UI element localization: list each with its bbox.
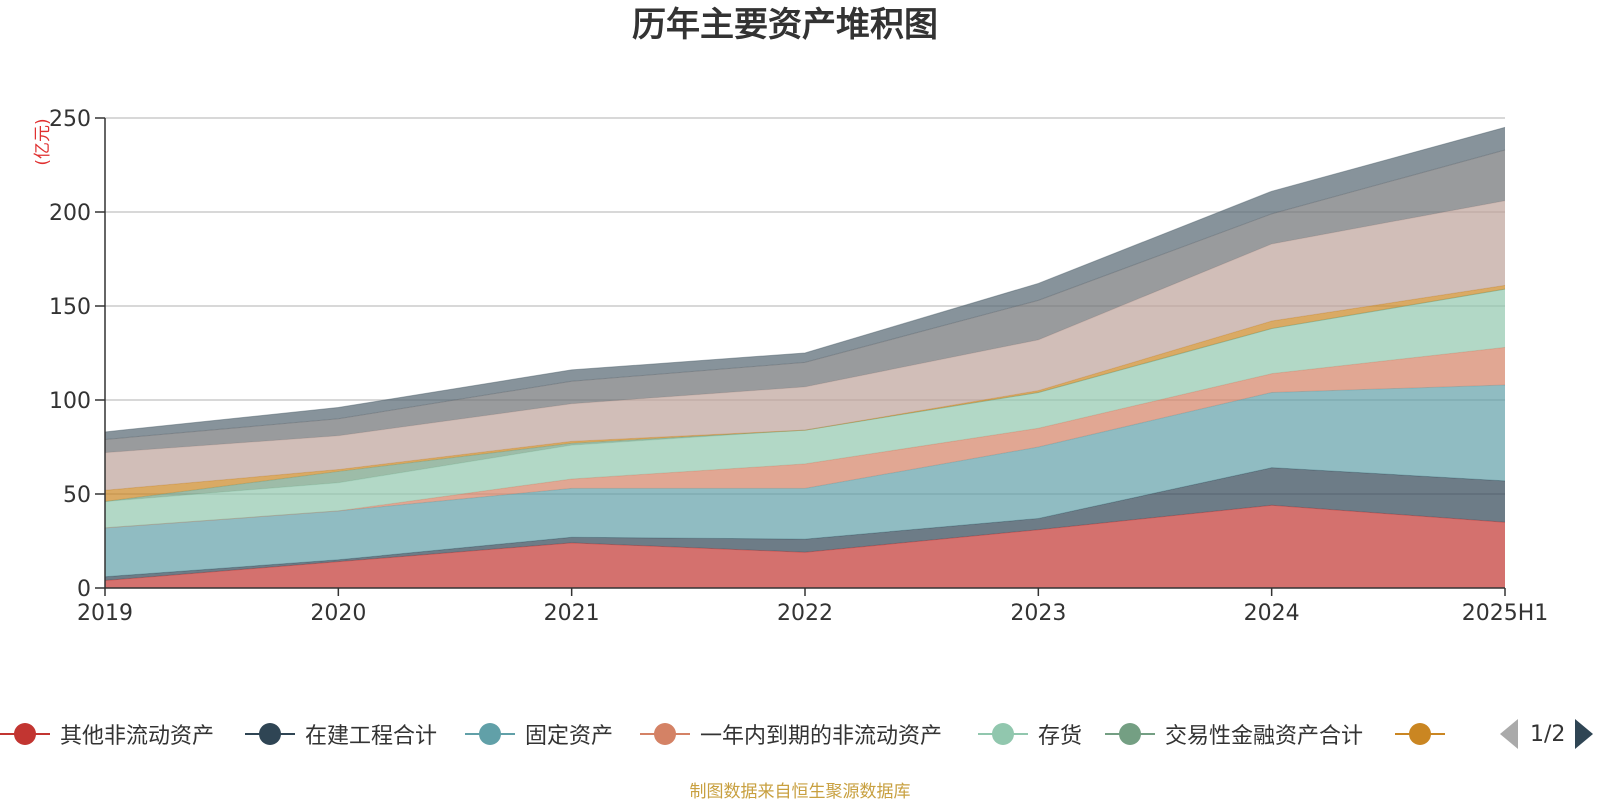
legend-item[interactable]: 其他非流动资产 <box>0 718 214 750</box>
legend-item[interactable]: 固定资产 <box>465 718 613 750</box>
x-tick-label: 2025H1 <box>1462 601 1549 626</box>
area-series-2 <box>105 467 1505 581</box>
legend-label: 其他非流动资产 <box>60 724 215 749</box>
y-tick-label: 250 <box>49 107 91 132</box>
legend-pager: 1/2 <box>1500 718 1594 750</box>
legend-label: 交易性金融资产合计 <box>1165 724 1364 749</box>
x-tick-label: 2022 <box>777 601 833 626</box>
legend-label: 一年内到期的非流动资产 <box>700 724 943 749</box>
y-tick-label: 0 <box>77 577 91 602</box>
legend-marker-icon <box>1395 718 1445 750</box>
x-tick-label: 2019 <box>77 601 133 626</box>
x-tick-label: 2021 <box>544 601 600 626</box>
legend-marker-icon <box>0 718 50 750</box>
legend-label: 存货 <box>1038 724 1083 749</box>
x-tick-label: 2023 <box>1010 601 1066 626</box>
legend-marker-icon <box>978 718 1028 750</box>
legend-marker-icon <box>465 718 515 750</box>
legend-marker-icon <box>245 718 295 750</box>
y-tick-label: 200 <box>49 201 91 226</box>
legend-item[interactable]: 在建工程合计 <box>245 718 437 750</box>
y-tick-label: 100 <box>49 389 91 414</box>
area-series-4 <box>105 347 1505 528</box>
legend-item[interactable] <box>1395 718 1445 750</box>
data-source-footer: 制图数据来自恒生聚源数据库 <box>689 782 911 802</box>
chart-title: 历年主要资产堆积图 <box>632 5 938 45</box>
area-series-3 <box>105 384 1505 577</box>
area-series-8 <box>105 200 1505 491</box>
y-tick-label: 150 <box>49 295 91 320</box>
area-series-edge-10 <box>104 126 1506 433</box>
x-tick-label: 2020 <box>310 601 366 626</box>
legend-item[interactable]: 一年内到期的非流动资产 <box>640 718 942 750</box>
x-tick-label: 2024 <box>1244 601 1300 626</box>
area-series-1 <box>105 505 1505 588</box>
legend-label: 在建工程合计 <box>305 724 438 749</box>
y-tick-label: 50 <box>63 483 91 508</box>
legend-marker-icon <box>640 718 690 750</box>
legend-label: 固定资产 <box>525 724 614 749</box>
legend: 其他非流动资产 在建工程合计 固定资产 一年内到期的非流动资产 存货 交易性金融资产合计 <box>0 718 1600 750</box>
legend-prev-page-icon[interactable] <box>1500 719 1518 749</box>
legend-page-indicator: 1/2 <box>1530 721 1566 747</box>
legend-item[interactable]: 存货 <box>978 718 1082 750</box>
legend-item[interactable]: 交易性金融资产合计 <box>1105 718 1363 750</box>
legend-next-page-icon[interactable] <box>1575 719 1594 749</box>
legend-marker-icon <box>1105 718 1155 750</box>
area-series-5 <box>105 289 1505 528</box>
y-axis-unit-label: (亿元) <box>33 118 53 165</box>
